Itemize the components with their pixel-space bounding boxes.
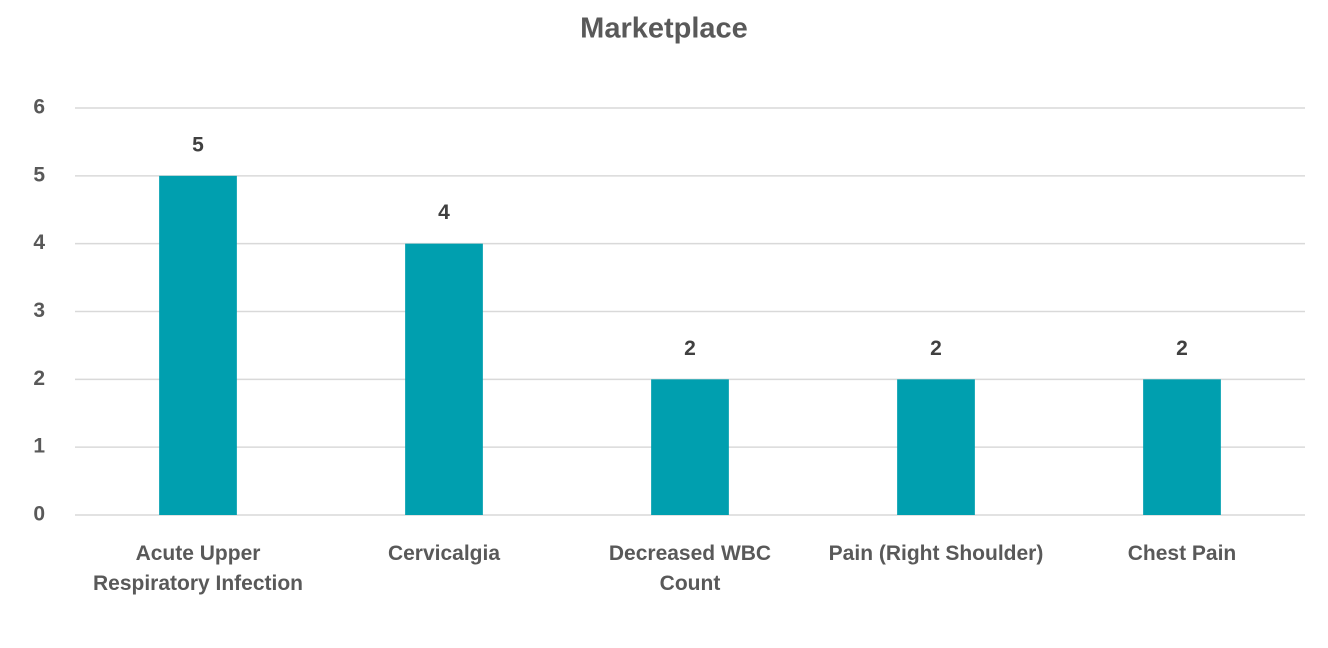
y-tick-label: 6: [33, 96, 45, 119]
bar: [405, 243, 483, 515]
x-tick-label: Cervicalgia: [387, 542, 501, 565]
x-tick-label: Acute Upper Respiratory Infection: [92, 542, 304, 595]
y-tick-label: 2: [33, 367, 45, 390]
y-tick-label: 3: [33, 299, 45, 322]
data-label: 2: [684, 337, 696, 360]
y-tick-label: 5: [33, 163, 45, 186]
x-tick-label: Chest Pain: [1127, 542, 1237, 565]
data-label: 4: [438, 201, 450, 224]
y-tick-label: 1: [33, 435, 45, 458]
data-label: 2: [1176, 337, 1188, 360]
data-label: 2: [930, 337, 942, 360]
y-tick-label: 0: [33, 503, 45, 526]
x-tick-label: Decreased WBC Count: [608, 542, 772, 595]
bar: [897, 379, 975, 515]
bar: [651, 379, 729, 515]
y-tick-label: 4: [33, 231, 45, 254]
bar: [1143, 379, 1221, 515]
bar: [159, 175, 237, 516]
data-label: 5: [192, 133, 204, 156]
chart-title: Marketplace: [580, 13, 748, 45]
x-tick-label: Pain (Right Shoulder): [828, 542, 1044, 565]
